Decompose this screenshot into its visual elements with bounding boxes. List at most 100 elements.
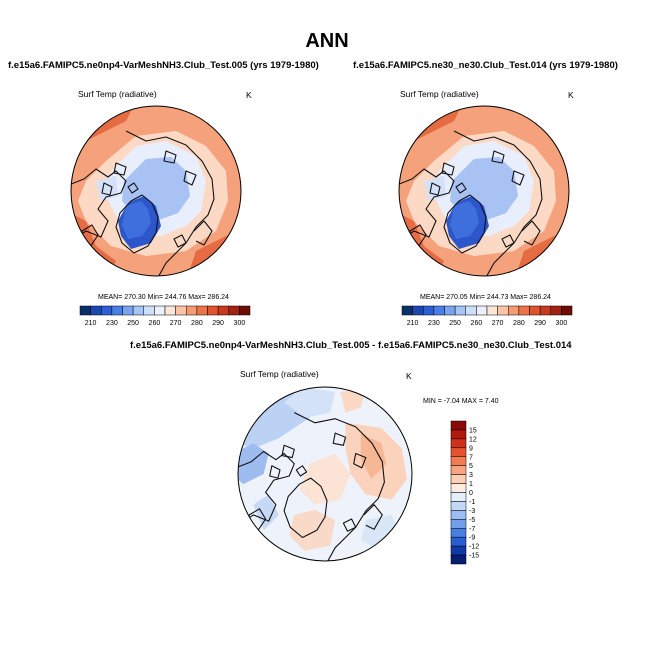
coastline-island-3 (295, 465, 308, 477)
colorbar-swatch (450, 528, 467, 538)
colorbar-swatch (486, 305, 498, 316)
colorbar-swatch (433, 305, 445, 316)
colorbar-swatch (239, 305, 251, 316)
colorbar-tick-label: 270 (492, 320, 504, 327)
map-border-circle (237, 386, 413, 562)
panel-3-stats: MIN = -7.04 MAX = 7.40 (423, 398, 499, 405)
colorbar-tick-label: 7 (469, 454, 473, 461)
colorbar-swatch (450, 545, 467, 556)
coastline-north-america (238, 450, 295, 526)
coastline-novaya-zemlya (353, 452, 367, 469)
panel-2-colorbar: 210 230 250 260 270 280 290 300 (401, 305, 573, 327)
colorbar-swatch (450, 483, 467, 493)
colorbar-swatch (164, 305, 176, 316)
colorbar-tick-label: 1 (469, 481, 473, 488)
positive-anomaly-e-core (360, 433, 387, 480)
colorbar-swatch (207, 305, 219, 316)
coastline-iceland (501, 234, 515, 248)
coastline-island-1 (101, 182, 113, 196)
negative-anomaly-sw (253, 494, 279, 531)
map-border-circle (70, 105, 242, 277)
colorbar-swatch (122, 305, 134, 316)
colorbar-swatch (561, 305, 573, 316)
panel-1-colorbar: 210 230 250 260 270 280 290 300 (79, 305, 251, 327)
colorbar-swatch (450, 429, 467, 440)
colorbar-swatch (175, 305, 187, 316)
colorbar-swatch (228, 305, 240, 316)
colorbar-tick-label: -5 (469, 517, 475, 524)
coastline-svalbard (163, 150, 177, 164)
colorbar-tick-label: 230 (106, 320, 118, 327)
colorbar-tick-label: 300 (234, 320, 246, 327)
coastline-greenland (115, 194, 159, 254)
figure-title: ANN (305, 30, 349, 52)
panel-1-polar-map (70, 105, 242, 277)
panel-2-variable-label: Surf Temp (radiative) (400, 89, 479, 99)
coastline-svalbard (332, 432, 347, 446)
coastline-eurasia (125, 130, 215, 276)
panel-3-polar-map (237, 386, 413, 562)
colorbar-tick-label: 15 (469, 427, 477, 434)
coastline-island-2 (113, 162, 127, 176)
panel-2-polar-map (398, 105, 570, 277)
colorbar-swatch (450, 510, 467, 520)
colorbar-swatch (101, 305, 113, 316)
colorbar-tick-label: 260 (149, 320, 161, 327)
colorbar-tick-label: -3 (469, 508, 475, 515)
panel-1-stats: MEAN= 270.30 Min= 244.76 Max= 286.24 (98, 294, 229, 301)
negative-anomaly-n (284, 387, 336, 418)
colorbar-swatch (401, 305, 413, 316)
colorbar-swatch (450, 438, 467, 449)
colorbar-swatch (450, 474, 467, 484)
panel-1-case-title: f.e15a6.FAMIPC5.ne0np4-VarMeshNH3.Club_T… (8, 60, 319, 71)
colorbar-swatch (217, 305, 230, 316)
colorbar-tick-label: 3 (469, 472, 473, 479)
colorbar-tick-label: 280 (191, 320, 203, 327)
colorbar-swatch (450, 536, 467, 547)
coastline-novaya-zemlya (183, 170, 197, 186)
colorbar-swatch (529, 305, 541, 316)
colorbar-swatch (450, 456, 467, 466)
colorbar-swatch (476, 305, 488, 316)
coastline-island-2 (441, 162, 455, 176)
panel-1-variable-label: Surf Temp (radiative) (78, 89, 157, 99)
colorbar-swatch (450, 465, 467, 475)
colorbar-tick-label: 9 (469, 445, 473, 452)
panel-3-case-title: f.e15a6.FAMIPC5.ne0np4-VarMeshNH3.Club_T… (130, 340, 572, 351)
colorbar-swatch (450, 492, 467, 502)
colorbar-swatch (143, 305, 155, 316)
colorbar-tick-label: -12 (469, 544, 479, 551)
colorbar-swatch (450, 420, 467, 431)
colorbar-tick-label: -7 (469, 526, 475, 533)
colorbar-swatch (79, 305, 91, 316)
coastline-island-1 (429, 182, 441, 196)
colorbar-swatch (465, 305, 477, 316)
coastline-scandinavia (521, 220, 541, 246)
coastline-iceland (342, 518, 357, 532)
panel-2-stats: MEAN= 270.05 Min= 244.73 Max= 286.24 (420, 294, 551, 301)
greenland-interior (450, 201, 479, 239)
colorbar-swatch (90, 305, 102, 316)
colorbar-swatch (454, 305, 467, 316)
panel-2-units-label: K (568, 90, 574, 100)
colorbar-swatch (132, 305, 145, 316)
coastline-greenland (283, 477, 328, 539)
colorbar-swatch (450, 554, 467, 565)
colorbar-swatch (497, 305, 509, 316)
coastline-island-3 (455, 182, 467, 194)
colorbar-swatch (412, 305, 424, 316)
panel-2-case-title: f.e15a6.FAMIPC5.ne30_ne30.Club_Test.014 … (353, 60, 618, 71)
colorbar-tick-label: 290 (212, 320, 224, 327)
map-border-circle (398, 105, 570, 277)
negative-anomaly-w (238, 443, 269, 485)
positive-anomaly-center (299, 453, 351, 505)
colorbar-swatch (539, 305, 552, 316)
colorbar-swatch (450, 501, 467, 511)
colorbar-swatch (444, 305, 456, 316)
coastline-svalbard (491, 150, 505, 164)
panel-3-variable-label: Surf Temp (radiative) (240, 369, 319, 379)
coastline-eurasia (453, 130, 543, 276)
colorbar-tick-label: -9 (469, 535, 475, 542)
colorbar-tick-label: -1 (469, 499, 475, 506)
colorbar-swatch (154, 305, 166, 316)
